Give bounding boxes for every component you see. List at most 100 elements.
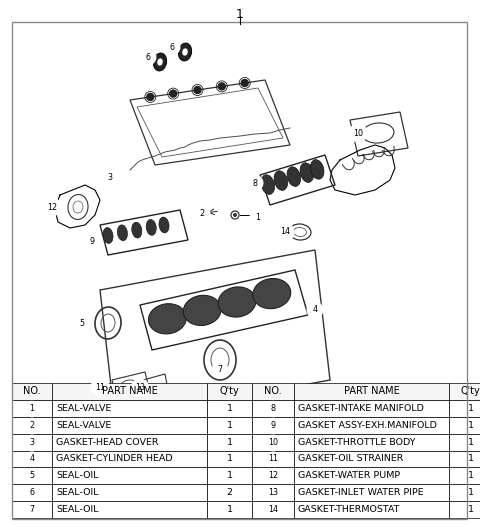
Ellipse shape <box>117 225 128 241</box>
Text: 1: 1 <box>29 404 35 413</box>
Text: 6: 6 <box>169 43 175 52</box>
Text: 1: 1 <box>227 421 232 430</box>
Text: 1: 1 <box>468 488 473 497</box>
Circle shape <box>25 402 39 415</box>
Text: PART NAME: PART NAME <box>102 386 157 396</box>
Text: 10: 10 <box>353 129 363 138</box>
Bar <box>52 434 207 451</box>
Ellipse shape <box>179 43 192 61</box>
Bar <box>207 417 252 434</box>
Bar <box>294 467 449 484</box>
Bar <box>207 400 252 417</box>
Bar <box>449 434 480 451</box>
Bar <box>52 467 207 484</box>
Bar <box>252 383 294 400</box>
Text: NO.: NO. <box>23 386 41 396</box>
Text: 10: 10 <box>268 437 278 446</box>
Text: 14: 14 <box>280 228 290 237</box>
Circle shape <box>241 80 248 86</box>
Circle shape <box>266 503 280 516</box>
Text: Q'ty: Q'ty <box>461 386 480 396</box>
Text: 8: 8 <box>271 404 276 413</box>
Bar <box>449 417 480 434</box>
Ellipse shape <box>154 53 167 71</box>
Ellipse shape <box>157 58 163 66</box>
Bar <box>294 451 449 467</box>
Text: 1: 1 <box>255 212 261 221</box>
Text: SEAL-OIL: SEAL-OIL <box>56 471 98 480</box>
Bar <box>252 417 294 434</box>
Bar <box>449 501 480 518</box>
Circle shape <box>194 205 210 221</box>
Bar <box>294 501 449 518</box>
Circle shape <box>212 362 228 378</box>
Text: 1: 1 <box>468 505 473 514</box>
Text: GASKET-WATER PUMP: GASKET-WATER PUMP <box>298 471 400 480</box>
Ellipse shape <box>146 219 156 236</box>
Bar <box>294 417 449 434</box>
Bar <box>52 484 207 501</box>
Circle shape <box>25 469 39 483</box>
Circle shape <box>164 39 180 55</box>
Circle shape <box>349 124 367 142</box>
Bar <box>207 383 252 400</box>
Bar <box>449 451 480 467</box>
Bar <box>12 417 52 434</box>
Circle shape <box>266 435 280 449</box>
Bar <box>294 383 449 400</box>
Text: 9: 9 <box>89 238 95 247</box>
Text: NO.: NO. <box>264 386 282 396</box>
Bar <box>12 467 52 484</box>
Circle shape <box>74 315 90 331</box>
Bar <box>12 451 52 467</box>
Ellipse shape <box>103 228 113 243</box>
Circle shape <box>43 198 61 216</box>
Circle shape <box>91 378 109 396</box>
Ellipse shape <box>311 160 324 179</box>
Text: 1: 1 <box>227 437 232 446</box>
Text: 1: 1 <box>227 505 232 514</box>
Circle shape <box>131 379 149 397</box>
Text: 8: 8 <box>252 179 257 188</box>
Text: 7: 7 <box>217 366 223 375</box>
Circle shape <box>250 209 266 225</box>
Bar <box>294 400 449 417</box>
Text: 12: 12 <box>268 471 278 480</box>
Ellipse shape <box>148 304 186 334</box>
Bar <box>252 451 294 467</box>
Text: 12: 12 <box>47 202 57 211</box>
Circle shape <box>266 452 280 466</box>
Text: 6: 6 <box>29 488 35 497</box>
Text: GASKET-INTAKE MANIFOLD: GASKET-INTAKE MANIFOLD <box>298 404 424 413</box>
Text: GASKET-OIL STRAINER: GASKET-OIL STRAINER <box>298 454 403 463</box>
Bar <box>12 501 52 518</box>
Text: 1: 1 <box>468 471 473 480</box>
Text: GASKET-INLET WATER PIPE: GASKET-INLET WATER PIPE <box>298 488 424 497</box>
Text: GASKET-THROTTLE BODY: GASKET-THROTTLE BODY <box>298 437 416 446</box>
Circle shape <box>84 234 100 250</box>
Circle shape <box>266 486 280 500</box>
Ellipse shape <box>159 217 169 233</box>
Text: 14: 14 <box>268 505 278 514</box>
Text: SEAL-VALVE: SEAL-VALVE <box>56 421 111 430</box>
Text: 3: 3 <box>29 437 35 446</box>
Circle shape <box>276 223 294 241</box>
Text: 2: 2 <box>29 421 35 430</box>
Text: 11: 11 <box>95 383 105 392</box>
Bar <box>52 451 207 467</box>
Bar <box>12 434 52 451</box>
Text: 4: 4 <box>29 454 35 463</box>
Bar <box>449 400 480 417</box>
Ellipse shape <box>183 295 221 326</box>
Ellipse shape <box>300 163 313 182</box>
Text: 1: 1 <box>468 437 473 446</box>
Text: 2: 2 <box>199 209 204 218</box>
Text: 4: 4 <box>312 306 317 315</box>
Text: 1: 1 <box>236 8 244 21</box>
Text: 11: 11 <box>268 454 278 463</box>
Ellipse shape <box>182 48 188 56</box>
Bar <box>449 484 480 501</box>
Text: 1: 1 <box>227 454 232 463</box>
Bar <box>252 467 294 484</box>
Text: 1: 1 <box>468 454 473 463</box>
